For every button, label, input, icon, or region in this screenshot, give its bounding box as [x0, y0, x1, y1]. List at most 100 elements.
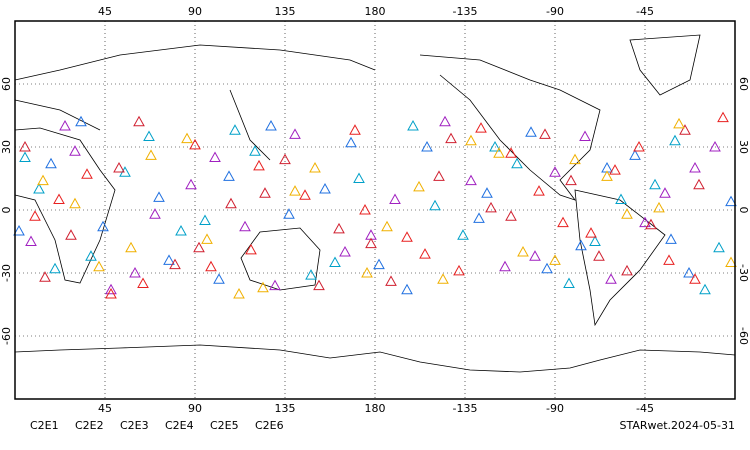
- triangle-marker: [359, 203, 371, 215]
- y-tick-label: -30: [737, 264, 750, 282]
- triangle-marker: [309, 161, 321, 173]
- triangle-marker: [639, 216, 651, 228]
- triangle-marker: [381, 220, 393, 232]
- triangle-marker: [557, 216, 569, 228]
- triangle-marker: [565, 174, 577, 186]
- triangle-marker: [153, 191, 165, 202]
- triangle-marker: [169, 258, 181, 270]
- triangle-marker: [339, 245, 351, 257]
- triangle-marker: [621, 264, 633, 276]
- triangle-marker: [579, 130, 591, 141]
- triangle-marker: [429, 199, 441, 211]
- x-tick-label: 90: [188, 5, 202, 18]
- y-tick-label: 60: [0, 77, 13, 91]
- triangle-marker: [81, 168, 93, 179]
- triangle-marker: [289, 128, 301, 139]
- triangle-marker: [163, 254, 175, 265]
- triangle-marker: [693, 178, 705, 190]
- plot-area: [13, 21, 737, 399]
- triangle-marker: [621, 208, 633, 219]
- triangle-marker: [475, 122, 487, 133]
- triangle-marker: [615, 193, 627, 204]
- triangle-marker: [585, 227, 597, 238]
- triangle-marker: [199, 214, 211, 225]
- triangle-marker: [13, 224, 25, 236]
- triangle-marker: [213, 273, 225, 284]
- triangle-marker: [663, 254, 675, 265]
- triangle-marker: [137, 277, 149, 288]
- triangle-marker: [29, 210, 41, 221]
- triangle-marker: [225, 197, 237, 209]
- y-tick-label: 60: [737, 77, 750, 91]
- triangle-marker: [193, 241, 205, 253]
- triangle-marker: [593, 250, 605, 261]
- triangle-marker: [539, 128, 551, 139]
- x-tick-label: 45: [98, 402, 112, 415]
- triangle-marker: [97, 220, 109, 232]
- triangle-marker: [305, 269, 317, 280]
- triangle-marker: [633, 140, 645, 152]
- greenland: [629, 34, 701, 96]
- triangle-marker: [485, 201, 497, 213]
- triangle-marker: [49, 262, 61, 274]
- x-tick-label: -135: [453, 402, 478, 415]
- triangle-marker: [465, 134, 477, 146]
- triangle-marker: [93, 260, 105, 272]
- triangle-marker: [401, 231, 413, 242]
- triangle-marker: [569, 153, 581, 165]
- triangle-marker: [75, 115, 87, 127]
- triangle-marker: [489, 140, 501, 152]
- y-tick-label: 30: [737, 140, 750, 154]
- africa: [14, 127, 116, 284]
- triangle-marker: [533, 185, 545, 196]
- x-tick-label: -135: [453, 5, 478, 18]
- triangle-marker: [229, 124, 241, 135]
- legend-entry: C2E3: [120, 419, 149, 432]
- triangle-marker: [259, 187, 271, 198]
- triangle-marker: [353, 172, 365, 183]
- triangle-marker: [529, 250, 541, 261]
- legend-entry: C2E1: [30, 419, 59, 432]
- triangle-marker: [713, 241, 725, 253]
- triangle-marker: [181, 132, 193, 144]
- triangle-marker: [401, 283, 413, 295]
- triangle-marker: [39, 271, 51, 282]
- triangle-marker: [37, 174, 49, 186]
- triangle-marker: [313, 279, 325, 291]
- legend-entry: C2E2: [75, 419, 104, 432]
- triangle-marker: [145, 149, 157, 160]
- triangle-marker: [205, 260, 217, 272]
- triangle-marker: [385, 275, 397, 286]
- triangle-marker: [333, 222, 345, 234]
- triangle-marker: [201, 233, 213, 244]
- triangle-marker: [239, 220, 251, 232]
- triangle-marker: [717, 111, 729, 123]
- triangle-marker: [113, 161, 125, 173]
- triangle-marker: [505, 147, 517, 158]
- triangle-marker: [549, 254, 561, 265]
- triangle-marker: [609, 164, 621, 175]
- legend-entry: C2E5: [210, 419, 239, 432]
- triangle-marker: [453, 264, 465, 276]
- triangle-marker: [499, 260, 511, 272]
- triangle-marker: [245, 243, 257, 255]
- y-tick-label: 30: [0, 140, 13, 154]
- x-tick-label: -90: [546, 5, 564, 18]
- triangle-marker: [175, 224, 187, 236]
- triangle-marker: [25, 235, 37, 246]
- triangle-marker: [725, 256, 737, 267]
- triangle-marker: [45, 157, 57, 169]
- y-tick-label: -60: [0, 327, 13, 345]
- x-tick-label: 135: [275, 5, 296, 18]
- triangle-marker: [679, 124, 691, 135]
- triangle-marker: [541, 262, 553, 274]
- triangle-marker: [421, 140, 433, 152]
- triangle-marker: [433, 170, 445, 181]
- triangle-marker: [223, 170, 235, 181]
- map-frame: [14, 20, 736, 400]
- triangle-marker: [517, 245, 529, 257]
- triangle-marker: [149, 208, 161, 219]
- triangle-marker: [329, 256, 341, 267]
- triangle-marker: [265, 119, 277, 131]
